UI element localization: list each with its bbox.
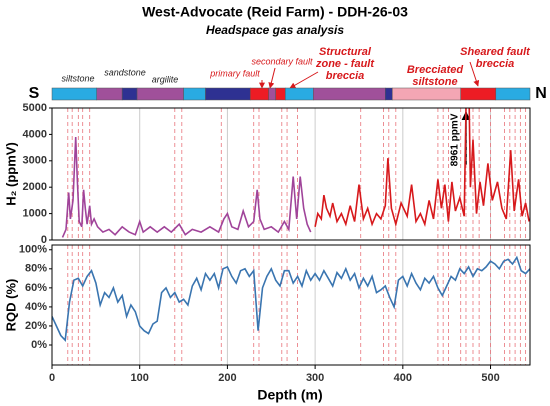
- lithology-interval: [392, 87, 461, 101]
- y-tick-label: 4000: [23, 128, 47, 140]
- y-tick-label: 0%: [31, 339, 47, 351]
- y-tick-label: 40%: [25, 301, 47, 313]
- plot-frame: [51, 107, 531, 241]
- lithology-interval: [121, 87, 138, 101]
- lithology-interval: [275, 87, 286, 101]
- lithology-interval: [313, 87, 386, 101]
- y-tick-label: 80%: [25, 263, 47, 275]
- lithology-interval: [385, 87, 393, 101]
- x-tick-label: 0: [49, 372, 55, 384]
- lithology-annotation: siltstone: [61, 73, 94, 83]
- x-tick-label: 400: [394, 372, 412, 384]
- lithology-annotation: Brecciated: [407, 64, 464, 76]
- y-tick-label: 60%: [25, 282, 47, 294]
- lithology-interval: [51, 87, 97, 101]
- y-axis-label: RQD (%): [3, 279, 18, 332]
- lithology-annotation: Sheared fault: [460, 46, 531, 58]
- lithology-annotation: sandstone: [104, 67, 146, 77]
- y-tick-label: 5000: [23, 102, 47, 114]
- x-tick-label: 500: [481, 372, 499, 384]
- y-tick-label: 0: [41, 234, 47, 246]
- lithology-annotation: breccia: [476, 58, 515, 70]
- title: West-Advocate (Reid Farm) - DDH-26-03: [142, 4, 408, 20]
- series-group: [52, 255, 530, 343]
- y-tick-label: 1000: [23, 208, 47, 220]
- lithology-interval: [460, 87, 497, 101]
- lithology-annotation: secondary fault: [251, 56, 313, 66]
- lithology-annotation: zone - fault: [315, 58, 375, 70]
- subtitle: Headspace gas analysis: [206, 23, 344, 37]
- lithology-interval: [136, 87, 184, 101]
- data-line: [314, 108, 530, 228]
- north-label: N: [535, 85, 547, 102]
- annotation-arrows: [259, 61, 480, 89]
- lithology-interval: [205, 87, 251, 101]
- lithology-interval: [495, 87, 531, 101]
- y-tick-label: 3000: [23, 155, 47, 167]
- y-tick-label: 100%: [19, 244, 47, 256]
- lithology-annotation: primary fault: [209, 68, 260, 78]
- lithology-annotation: breccia: [326, 70, 365, 82]
- data-line: [61, 136, 312, 238]
- x-tick-label: 100: [131, 372, 149, 384]
- annotation: 8961 ppmV: [450, 113, 461, 166]
- x-axis-label: Depth (m): [257, 387, 322, 403]
- data-line: [52, 255, 530, 343]
- y-axis-label: H₂ (ppmV): [3, 142, 18, 206]
- lithology-annotation: argilite: [152, 74, 179, 84]
- lithology-interval: [285, 87, 314, 101]
- x-tick-label: 300: [306, 372, 324, 384]
- lithology-annotation: siltstone: [412, 76, 457, 88]
- series-group: [61, 108, 530, 238]
- x-tick-label: 200: [218, 372, 236, 384]
- lithology-interval: [96, 87, 123, 101]
- lithology-interval: [268, 87, 276, 101]
- lithology-annotation: Structural: [319, 46, 372, 58]
- y-tick-label: 20%: [25, 320, 47, 332]
- lithology-interval: [249, 87, 269, 101]
- lithology-interval: [183, 87, 206, 101]
- plot-frame: [51, 244, 531, 366]
- y-tick-label: 2000: [23, 181, 47, 193]
- south-label: S: [29, 85, 40, 102]
